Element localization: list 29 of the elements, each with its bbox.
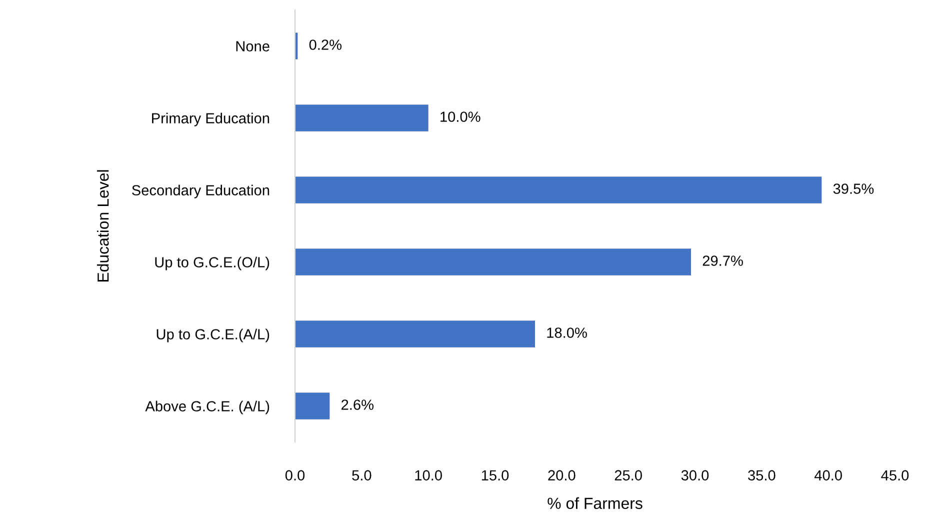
data-label: 2.6%	[342, 400, 374, 410]
data-label: 29.7%	[702, 256, 743, 266]
bar	[295, 320, 535, 348]
x-tick-label: 15.0	[482, 470, 509, 480]
bar	[295, 392, 330, 420]
y-tick-label: Secondary Education	[132, 184, 270, 198]
bar	[295, 248, 691, 276]
x-tick-label: 0.0	[285, 470, 305, 480]
bar	[295, 104, 428, 132]
data-label: 18.0%	[547, 328, 587, 338]
x-tick-label: 45.0	[881, 470, 909, 480]
y-tick-label: Above G.C.E. (A/L)	[145, 400, 270, 414]
x-tick-label: 5.0	[352, 470, 372, 480]
data-label: 39.5%	[833, 184, 874, 194]
data-label: 0.2%	[309, 40, 342, 50]
x-tick-label: 35.0	[748, 470, 776, 480]
x-tick-label: 10.0	[415, 470, 442, 480]
x-tick-label: 20.0	[548, 470, 576, 480]
x-tick-label: 30.0	[681, 470, 709, 480]
y-axis-title: Education Level	[97, 170, 109, 282]
y-tick-label: Primary Education	[152, 112, 270, 126]
bar	[295, 176, 822, 204]
x-tick-label: 25.0	[614, 470, 642, 480]
x-axis-title: % of Farmers	[548, 497, 642, 509]
y-tick-label: None	[236, 41, 270, 52]
x-tick-label: 40.0	[814, 470, 842, 480]
data-label: 10.0%	[440, 112, 480, 122]
y-tick-label: Up to G.C.E.(A/L)	[156, 328, 270, 342]
y-tick-label: Up to G.C.E.(O/L)	[155, 256, 270, 270]
